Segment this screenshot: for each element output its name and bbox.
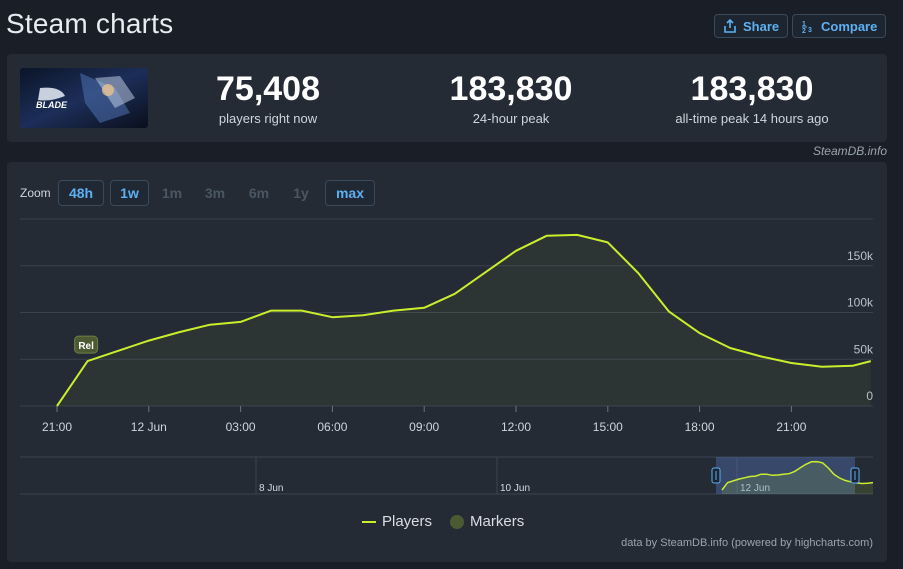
data-point — [637, 272, 639, 274]
navigator-label: 10 Jun — [500, 483, 530, 494]
page-title: Steam charts — [6, 8, 174, 39]
data-point — [515, 250, 517, 252]
navigator-label: 8 Jun — [259, 483, 283, 494]
data-point — [729, 347, 731, 349]
markers-dot-swatch — [450, 514, 465, 529]
data-point — [87, 360, 89, 362]
x-tick-label: 06:00 — [317, 420, 347, 434]
data-point — [821, 366, 823, 368]
compare-icon: 1 2 3 — [802, 21, 812, 33]
share-icon — [724, 19, 736, 33]
navigator-area — [722, 461, 873, 494]
data-point — [760, 355, 762, 357]
x-tick-label: 12:00 — [501, 420, 531, 434]
game-logo[interactable]: BLADE — [20, 68, 148, 128]
players-line-swatch — [362, 520, 376, 523]
x-tick-label: 12 Jun — [131, 420, 167, 434]
alltime-peak-label: all-time peak 14 hours ago — [675, 111, 829, 126]
x-tick-label: 18:00 — [685, 420, 715, 434]
data-point — [484, 271, 486, 273]
svg-text:1: 1 — [802, 21, 806, 28]
svg-text:BLADE: BLADE — [36, 100, 68, 110]
data-point — [607, 241, 609, 243]
zoom-3m-button[interactable]: 3m — [204, 185, 226, 201]
chart-panel — [7, 162, 887, 562]
current-players-value: 75,408 — [216, 70, 320, 108]
alltime-peak-value: 183,830 — [690, 70, 814, 108]
peak24-label: 24-hour peak — [472, 111, 550, 126]
navigator-line — [721, 460, 874, 491]
data-point — [668, 311, 670, 313]
svg-text:2: 2 — [802, 28, 806, 33]
release-marker-box — [74, 335, 99, 354]
data-point — [852, 365, 854, 367]
data-point — [240, 321, 242, 323]
data-point — [331, 316, 333, 318]
compare-label: Compare — [821, 18, 878, 34]
legend-players-label: Players — [382, 513, 433, 530]
data-point — [209, 324, 211, 326]
compare-button[interactable]: 1 2 3 Compare — [792, 14, 887, 38]
players-line — [56, 233, 872, 407]
data-point — [301, 310, 303, 312]
stat-alltime: 183,830 all-time peak 14 hours ago — [652, 70, 852, 126]
stat-current: 75,408 players right now — [197, 70, 339, 126]
data-point — [393, 310, 395, 312]
navigator-handle-right[interactable] — [850, 467, 860, 484]
data-point — [56, 405, 58, 407]
y-tick-label: 150k — [847, 249, 874, 263]
data-point — [270, 310, 272, 312]
peak24-value: 183,830 — [449, 70, 573, 108]
legend-markers[interactable]: Markers — [450, 513, 524, 530]
stats-panel: BLADE 75,408 players right now 183,830 2… — [7, 54, 887, 142]
players-area — [57, 234, 871, 406]
source-credit-bottom[interactable]: data by SteamDB.info (powered by highcha… — [621, 537, 873, 549]
data-point — [117, 350, 119, 352]
legend-markers-label: Markers — [470, 513, 525, 530]
x-tick-label: 15:00 — [593, 420, 623, 434]
zoom-1w-button[interactable]: 1w — [110, 180, 149, 206]
data-point — [576, 234, 578, 236]
navigator-label: 12 Jun — [740, 483, 770, 494]
y-tick-label: 50k — [854, 342, 874, 356]
stat-peak24: 183,830 24-hour peak — [427, 70, 595, 126]
data-point — [423, 307, 425, 309]
current-players-label: players right now — [218, 111, 318, 126]
data-point — [870, 360, 872, 362]
y-tick-label: 100k — [847, 296, 874, 310]
release-marker-label: Rel — [78, 341, 94, 352]
zoom-max-button[interactable]: max — [325, 180, 375, 206]
zoom-1m-button[interactable]: 1m — [161, 185, 183, 201]
data-point — [790, 362, 792, 364]
chart-legend: Players Markers — [362, 513, 524, 530]
source-credit-top[interactable]: SteamDB.info — [812, 144, 887, 158]
share-button[interactable]: Share — [714, 14, 789, 38]
zoom-label: Zoom — [20, 186, 51, 200]
x-tick-label: 21:00 — [776, 420, 806, 434]
x-tick-label: 21:00 — [42, 420, 72, 434]
legend-players[interactable]: Players — [362, 513, 432, 530]
x-tick-label: 09:00 — [409, 420, 439, 434]
navigator-handle-left[interactable] — [711, 467, 721, 484]
x-tick-label: 03:00 — [226, 420, 256, 434]
zoom-48h-button[interactable]: 48h — [58, 180, 104, 206]
y-tick-label: 0 — [866, 389, 873, 403]
svg-text:3: 3 — [808, 27, 812, 33]
navigator-selection — [716, 457, 855, 494]
data-point — [178, 331, 180, 333]
release-marker[interactable]: Rel — [74, 335, 99, 354]
data-point — [454, 293, 456, 295]
data-point — [699, 332, 701, 334]
share-label: Share — [743, 18, 780, 34]
zoom-6m-button[interactable]: 6m — [248, 185, 270, 201]
data-point — [362, 314, 364, 316]
zoom-1y-button[interactable]: 1y — [293, 185, 309, 201]
data-point — [546, 235, 548, 237]
data-point — [148, 340, 150, 342]
